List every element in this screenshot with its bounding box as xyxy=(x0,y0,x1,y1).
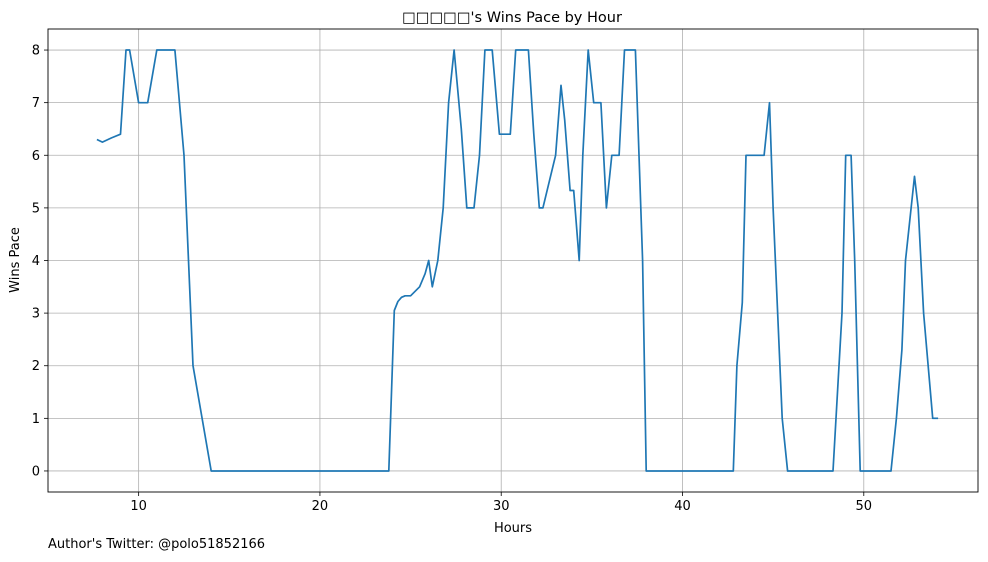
y-tick-label: 8 xyxy=(32,44,40,59)
x-tick-label: 30 xyxy=(493,499,510,514)
x-axis-label: Hours xyxy=(494,521,532,536)
x-axis: 10 20 30 40 50 xyxy=(130,492,872,514)
x-tick-label: 50 xyxy=(856,499,873,514)
y-tick-label: 4 xyxy=(32,254,40,269)
chart-title: □□□□□'s Wins Pace by Hour xyxy=(402,10,622,26)
y-axis-label: Wins Pace xyxy=(8,227,23,293)
y-axis: 0 1 2 3 4 5 6 7 8 xyxy=(32,44,48,479)
y-tick-label: 6 xyxy=(32,149,40,164)
y-tick-label: 5 xyxy=(32,201,40,216)
y-tick-label: 2 xyxy=(32,359,40,374)
y-tick-label: 0 xyxy=(32,464,40,479)
author-credit: Author's Twitter: @polo51852166 xyxy=(48,537,266,552)
y-tick-label: 7 xyxy=(32,96,40,111)
x-tick-label: 20 xyxy=(312,499,329,514)
y-tick-label: 1 xyxy=(32,412,40,427)
x-tick-label: 10 xyxy=(130,499,147,514)
y-tick-label: 3 xyxy=(32,307,40,322)
x-tick-label: 40 xyxy=(674,499,691,514)
series-line-wins-pace xyxy=(96,49,939,472)
